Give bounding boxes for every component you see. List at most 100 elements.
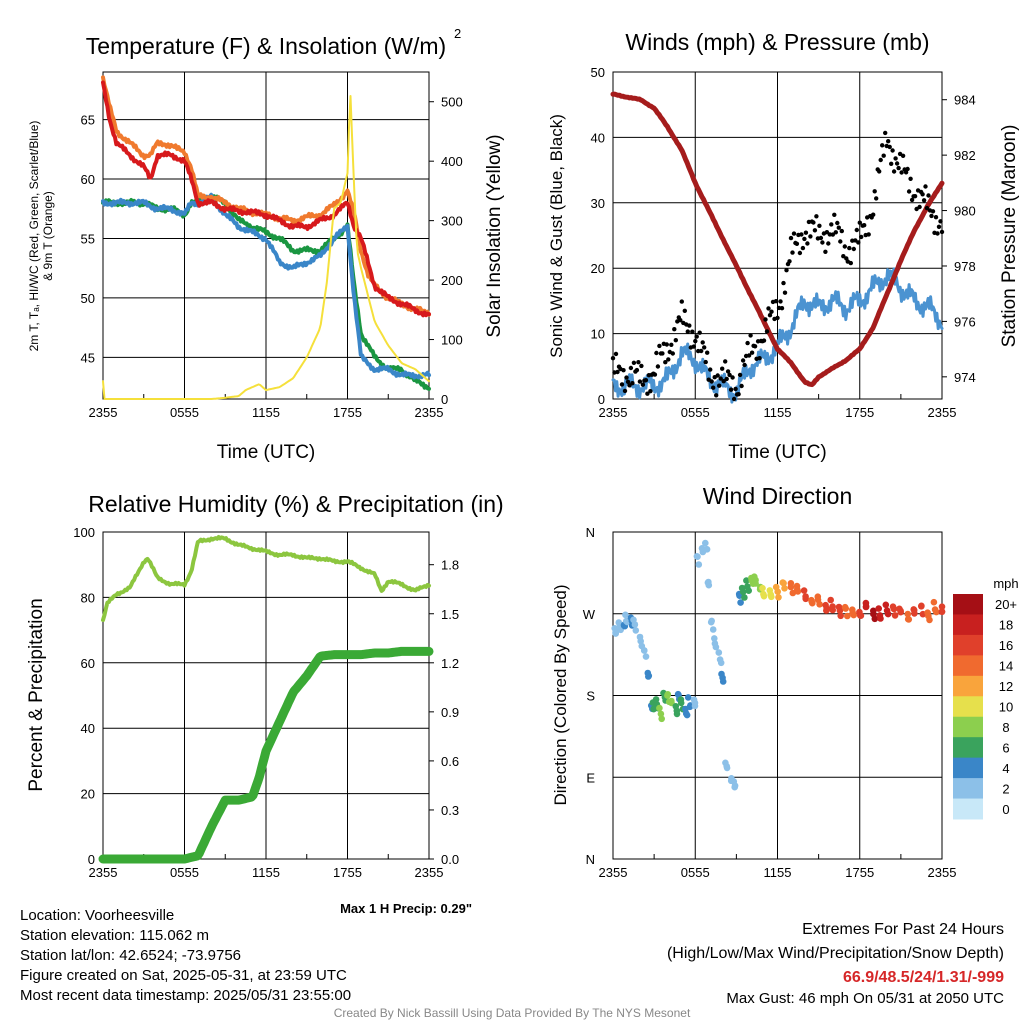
direction-point [715, 649, 723, 656]
wind-ytick-label: 30 [591, 196, 605, 211]
direction-point [924, 609, 931, 616]
dir-ylabel-left: Direction (Colored By Speed) [551, 584, 570, 805]
gust-point [877, 169, 882, 174]
gust-point [814, 214, 819, 219]
precip-series [98, 646, 434, 864]
direction-point [875, 605, 882, 612]
direction-point [711, 635, 718, 642]
temp-ytick-label: 55 [81, 231, 95, 246]
dir-title: Wind Direction [703, 483, 853, 509]
temp-ylabel-left-2: & 9m T (Orange) [41, 191, 55, 281]
direction-point [612, 629, 619, 636]
wind-ytick-right-label: 974 [954, 370, 976, 385]
temp-xtick-label: 2355 [415, 405, 444, 420]
gust-point [673, 338, 678, 343]
rh-ytick-label: 60 [81, 656, 95, 671]
gust-point [799, 232, 804, 237]
direction-point [766, 587, 774, 594]
gust-point [757, 356, 762, 361]
direction-point [759, 584, 766, 592]
gust-point [654, 350, 659, 356]
gust-point [730, 375, 735, 380]
extremes-block: Extremes For Past 24 Hours (High/Low/Max… [667, 918, 1004, 1008]
gust-point [763, 317, 768, 322]
gust-point [908, 176, 913, 181]
gust-point [628, 365, 634, 371]
direction-point [779, 579, 787, 586]
gust-point [889, 161, 894, 166]
station-info: Location: Voorheesville Station elevatio… [20, 906, 351, 1006]
gust-point [728, 387, 734, 392]
direction-point [882, 601, 890, 609]
gust-point [905, 166, 910, 172]
temp-ytick-label: 65 [81, 113, 95, 128]
direction-point [695, 561, 703, 568]
gust-point [737, 372, 743, 378]
direction-point [686, 703, 694, 711]
rh-ytick-right-label: 0.6 [441, 754, 459, 769]
gust-point [887, 144, 892, 150]
gust-point [708, 367, 713, 372]
wind-xtick-label: 2355 [928, 405, 957, 420]
rh-xtick-label: 0555 [170, 865, 199, 880]
direction-point [703, 546, 711, 553]
direction-point [693, 553, 701, 560]
colorbar-label: 12 [999, 679, 1013, 694]
gust-point [703, 359, 708, 365]
wind-series-pressure [610, 91, 945, 388]
wind-xlabel: Time (UTC) [728, 442, 827, 463]
gust-point [832, 212, 837, 217]
created-text: Figure created on Sat, 2025-05-31, at 23… [20, 967, 347, 984]
max-precip-label: Max 1 H Precip: 0.29" [340, 901, 472, 916]
gust-point [634, 367, 640, 373]
gust-point [699, 348, 704, 354]
wind-xtick-label: 1755 [845, 405, 874, 420]
direction-point [918, 603, 925, 610]
gust-point [839, 228, 844, 234]
wind-ytick-label: 10 [591, 327, 605, 342]
dir-xtick-label: 2355 [599, 865, 628, 880]
direction-point [857, 612, 865, 619]
extremes-subtitle: (High/Low/Max Wind/Precipitation/Snow De… [666, 945, 1004, 962]
temp-series-insolation [102, 95, 430, 400]
direction-point [744, 583, 751, 590]
colorbar-label: 10 [999, 700, 1013, 715]
gust-point [866, 232, 871, 237]
direction-point [836, 607, 844, 614]
direction-point [896, 605, 903, 613]
temp-ytick-right-label: 0 [441, 392, 448, 407]
gust-point [767, 313, 773, 318]
direction-point [768, 593, 775, 601]
colorbar-swatch [953, 675, 983, 697]
direction-point [645, 673, 652, 680]
rh-xtick-label: 2355 [89, 865, 118, 880]
gust-point [625, 379, 631, 384]
rh-ytick-right-label: 0.3 [441, 803, 459, 818]
gust-point [891, 169, 897, 174]
direction-point [884, 610, 892, 618]
rh-title: Relative Humidity (%) & Precipitation (i… [88, 491, 503, 517]
direction-point [640, 647, 648, 654]
gust-point [648, 389, 653, 394]
direction-point [841, 603, 849, 611]
gust-point [818, 235, 824, 241]
temp-series-2m-t [101, 80, 431, 318]
temp-ytick-label: 50 [81, 291, 95, 306]
gust-point [936, 224, 942, 229]
gust-point [778, 299, 783, 304]
direction-point [809, 599, 816, 607]
direction-point [674, 690, 682, 698]
gust-point [800, 245, 806, 251]
gust-point [731, 396, 737, 402]
gust-point [752, 344, 758, 349]
direction-point [722, 759, 729, 767]
rh-ylabel-left: Percent & Precipitation [26, 598, 47, 791]
gust-point [711, 385, 716, 390]
direction-point [891, 612, 899, 619]
gust-point [791, 231, 797, 236]
gust-point [872, 189, 877, 194]
gust-point [909, 197, 915, 203]
direction-point [802, 593, 809, 600]
rh-ytick-label: 80 [81, 590, 95, 605]
temp-xtick-label: 2355 [89, 405, 118, 420]
